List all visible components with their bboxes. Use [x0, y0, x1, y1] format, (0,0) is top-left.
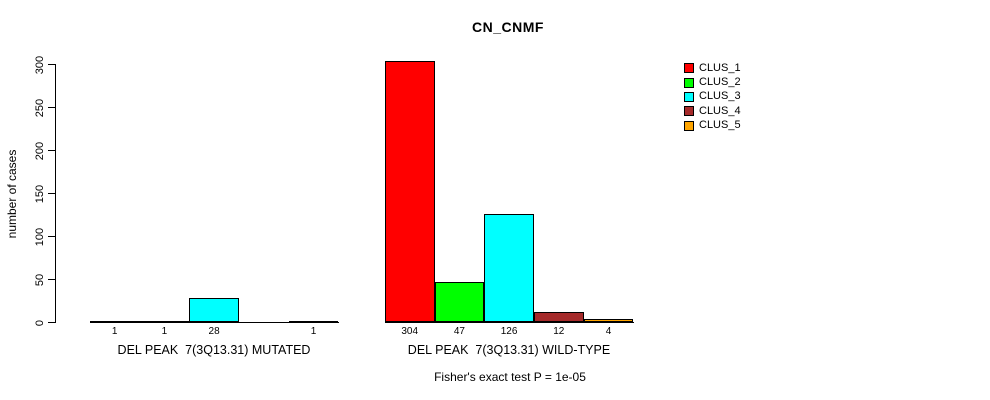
bar-clus-2 [139, 321, 190, 324]
x-group-label-wildtype: DEL PEAK 7(3Q13.31) WILD-TYPE [407, 343, 611, 357]
legend-swatch-clus-5 [684, 120, 694, 131]
bar-clus-1 [385, 61, 435, 323]
y-tick-label: 150 [34, 184, 46, 203]
bar-count-label: 28 [208, 325, 220, 337]
legend-item-clus-4: CLUS_4 [684, 104, 741, 118]
bar-clus-1 [90, 321, 140, 324]
bar-count-label: 1 [161, 325, 168, 337]
bar-count-label: 1 [111, 325, 118, 337]
y-tick-mark [48, 321, 55, 324]
y-tick-label: 100 [34, 227, 46, 246]
bar-clus-3 [189, 298, 240, 323]
y-tick-mark [48, 106, 55, 109]
legend: CLUS_1 CLUS_2 CLUS_3 CLUS_4 CLUS_5 [684, 61, 741, 133]
legend-swatch-clus-2 [684, 77, 694, 88]
y-tick-label: 0 [34, 319, 46, 326]
y-tick-mark [48, 63, 55, 66]
legend-item-clus-1: CLUS_1 [684, 61, 741, 75]
y-tick-label: 200 [34, 141, 46, 160]
legend-swatch-clus-3 [684, 91, 694, 102]
y-tick-mark [48, 235, 55, 238]
y-tick-label: 300 [34, 55, 46, 74]
bar-count-label: 4 [605, 325, 612, 337]
bar-count-label: 47 [453, 325, 465, 337]
legend-item-clus-5: CLUS_5 [684, 119, 741, 133]
y-tick-label: 250 [34, 98, 46, 117]
bar-count-label: 126 [500, 325, 518, 337]
bar-count-label: 304 [401, 325, 419, 337]
chart-title: CN_CNMF [472, 19, 544, 35]
legend-label: CLUS_1 [699, 61, 741, 74]
bar-count-label: 1 [310, 325, 317, 337]
bar-clus-2 [434, 282, 485, 323]
y-axis-line [55, 63, 57, 324]
x-group-label-mutated: DEL PEAK 7(3Q13.31) MUTATED [117, 343, 311, 357]
y-axis-label: number of cases [5, 149, 19, 239]
legend-label: CLUS_3 [699, 90, 741, 103]
legend-item-clus-2: CLUS_2 [684, 75, 741, 89]
legend-label: CLUS_5 [699, 119, 741, 132]
bar-clus-5 [288, 321, 339, 324]
legend-swatch-clus-4 [684, 106, 694, 117]
y-tick-mark [48, 192, 55, 195]
fisher-test-note: Fisher's exact test P = 1e-05 [434, 370, 586, 384]
bar-clus-3 [484, 214, 535, 323]
legend-swatch-clus-1 [684, 63, 694, 74]
legend-label: CLUS_4 [699, 104, 741, 117]
y-tick-mark [48, 149, 55, 152]
bar-clus-4 [534, 312, 584, 323]
y-tick-label: 50 [34, 273, 46, 286]
legend-item-clus-3: CLUS_3 [684, 90, 741, 104]
legend-label: CLUS_2 [699, 76, 741, 89]
x-baseline--wild-type [385, 321, 634, 324]
y-tick-mark [48, 278, 55, 281]
bar-count-label: 12 [553, 325, 565, 337]
bar-clus-5 [583, 319, 634, 323]
x-baseline--mutated [90, 321, 339, 324]
